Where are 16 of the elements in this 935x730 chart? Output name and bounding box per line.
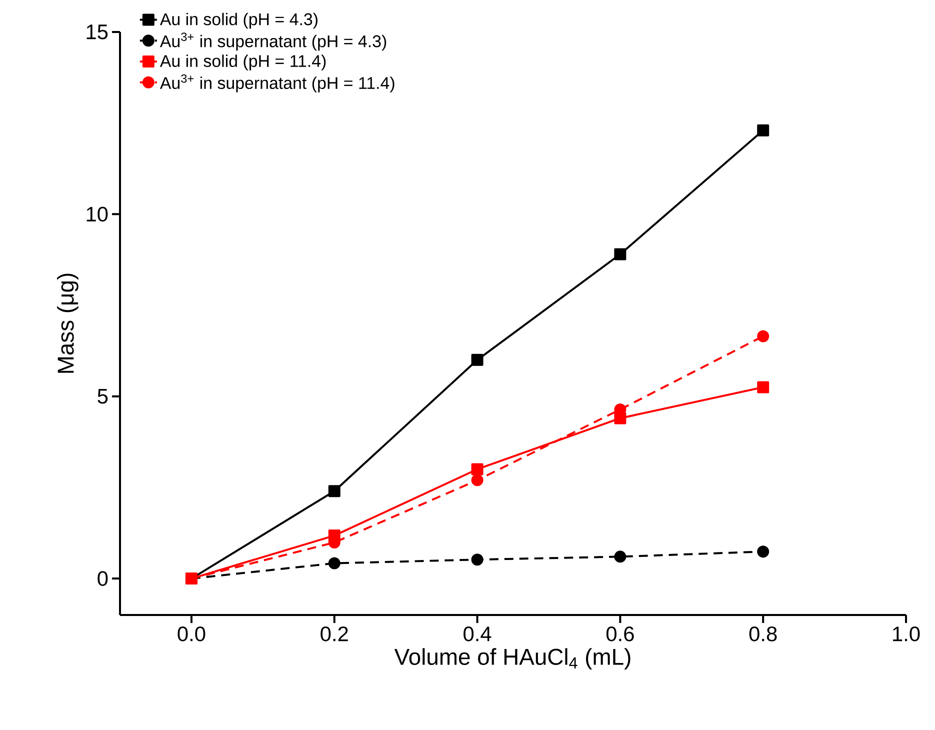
x-axis-title: Volume of HAuCl$_{4}$ (mL)	[394, 648, 630, 670]
x-tick-label: 0.0	[178, 626, 206, 642]
legend-label: Au$^{3+}$ in supernatant (pH = 11.4)	[160, 74, 394, 92]
legend-label: Au in solid (pH = 4.3)	[160, 12, 318, 29]
legend-label: Au$^{3+}$ in supernatant (pH = 4.3)	[160, 32, 386, 51]
y-tick-label: 0	[98, 571, 108, 586]
y-axis-title: Mass (μg)	[57, 274, 78, 373]
x-tick-label: 1.0	[893, 626, 920, 642]
y-tick-label: 10	[86, 206, 108, 222]
y-tick-label: 15	[86, 24, 108, 40]
x-tick-label: 0.2	[320, 626, 348, 642]
y-tick-label: 5	[98, 389, 108, 404]
x-tick-label: 0.8	[749, 626, 777, 642]
x-tick-label: 0.4	[464, 626, 492, 642]
legend-label: Au in solid (pH = 11.4)	[160, 54, 326, 70]
x-tick-label: 0.6	[606, 626, 634, 642]
